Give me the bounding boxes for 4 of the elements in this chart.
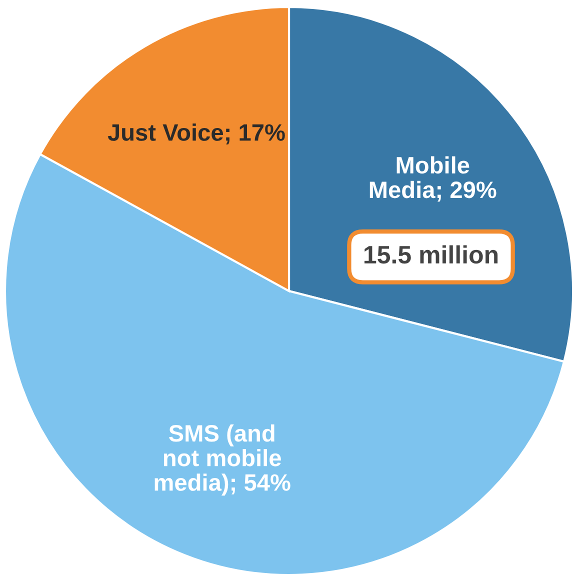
text: 15.5 million	[364, 245, 498, 264]
slice-label: Mobile Media; 29%	[370, 156, 496, 202]
slice-label: SMS (and not mobile media); 54%	[154, 424, 290, 496]
slice-label: Just Voice; 17%	[108, 124, 285, 144]
